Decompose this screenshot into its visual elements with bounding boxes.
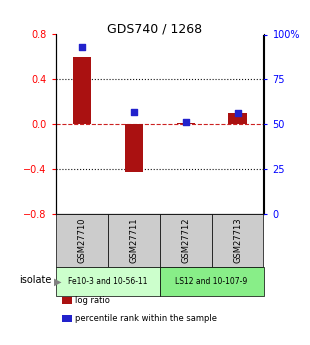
Text: GSM27712: GSM27712 — [181, 218, 190, 263]
Text: GSM27711: GSM27711 — [129, 218, 138, 263]
Text: GSM27710: GSM27710 — [77, 218, 86, 263]
Text: Fe10-3 and 10-56-11: Fe10-3 and 10-56-11 — [68, 277, 148, 286]
Point — [183, 120, 188, 125]
Bar — [228, 113, 247, 124]
Bar — [73, 57, 91, 124]
Text: ▶: ▶ — [54, 277, 62, 286]
Text: isolate: isolate — [19, 275, 51, 285]
Text: GSM27713: GSM27713 — [233, 218, 242, 264]
Bar — [176, 123, 195, 124]
Text: LS12 and 10-107-9: LS12 and 10-107-9 — [175, 277, 248, 286]
Bar — [125, 124, 143, 172]
Point — [131, 109, 136, 115]
Point — [79, 44, 84, 50]
Point — [235, 111, 240, 116]
Text: percentile rank within the sample: percentile rank within the sample — [75, 314, 217, 323]
Text: GDS740 / 1268: GDS740 / 1268 — [108, 22, 202, 36]
Text: log ratio: log ratio — [75, 296, 110, 305]
